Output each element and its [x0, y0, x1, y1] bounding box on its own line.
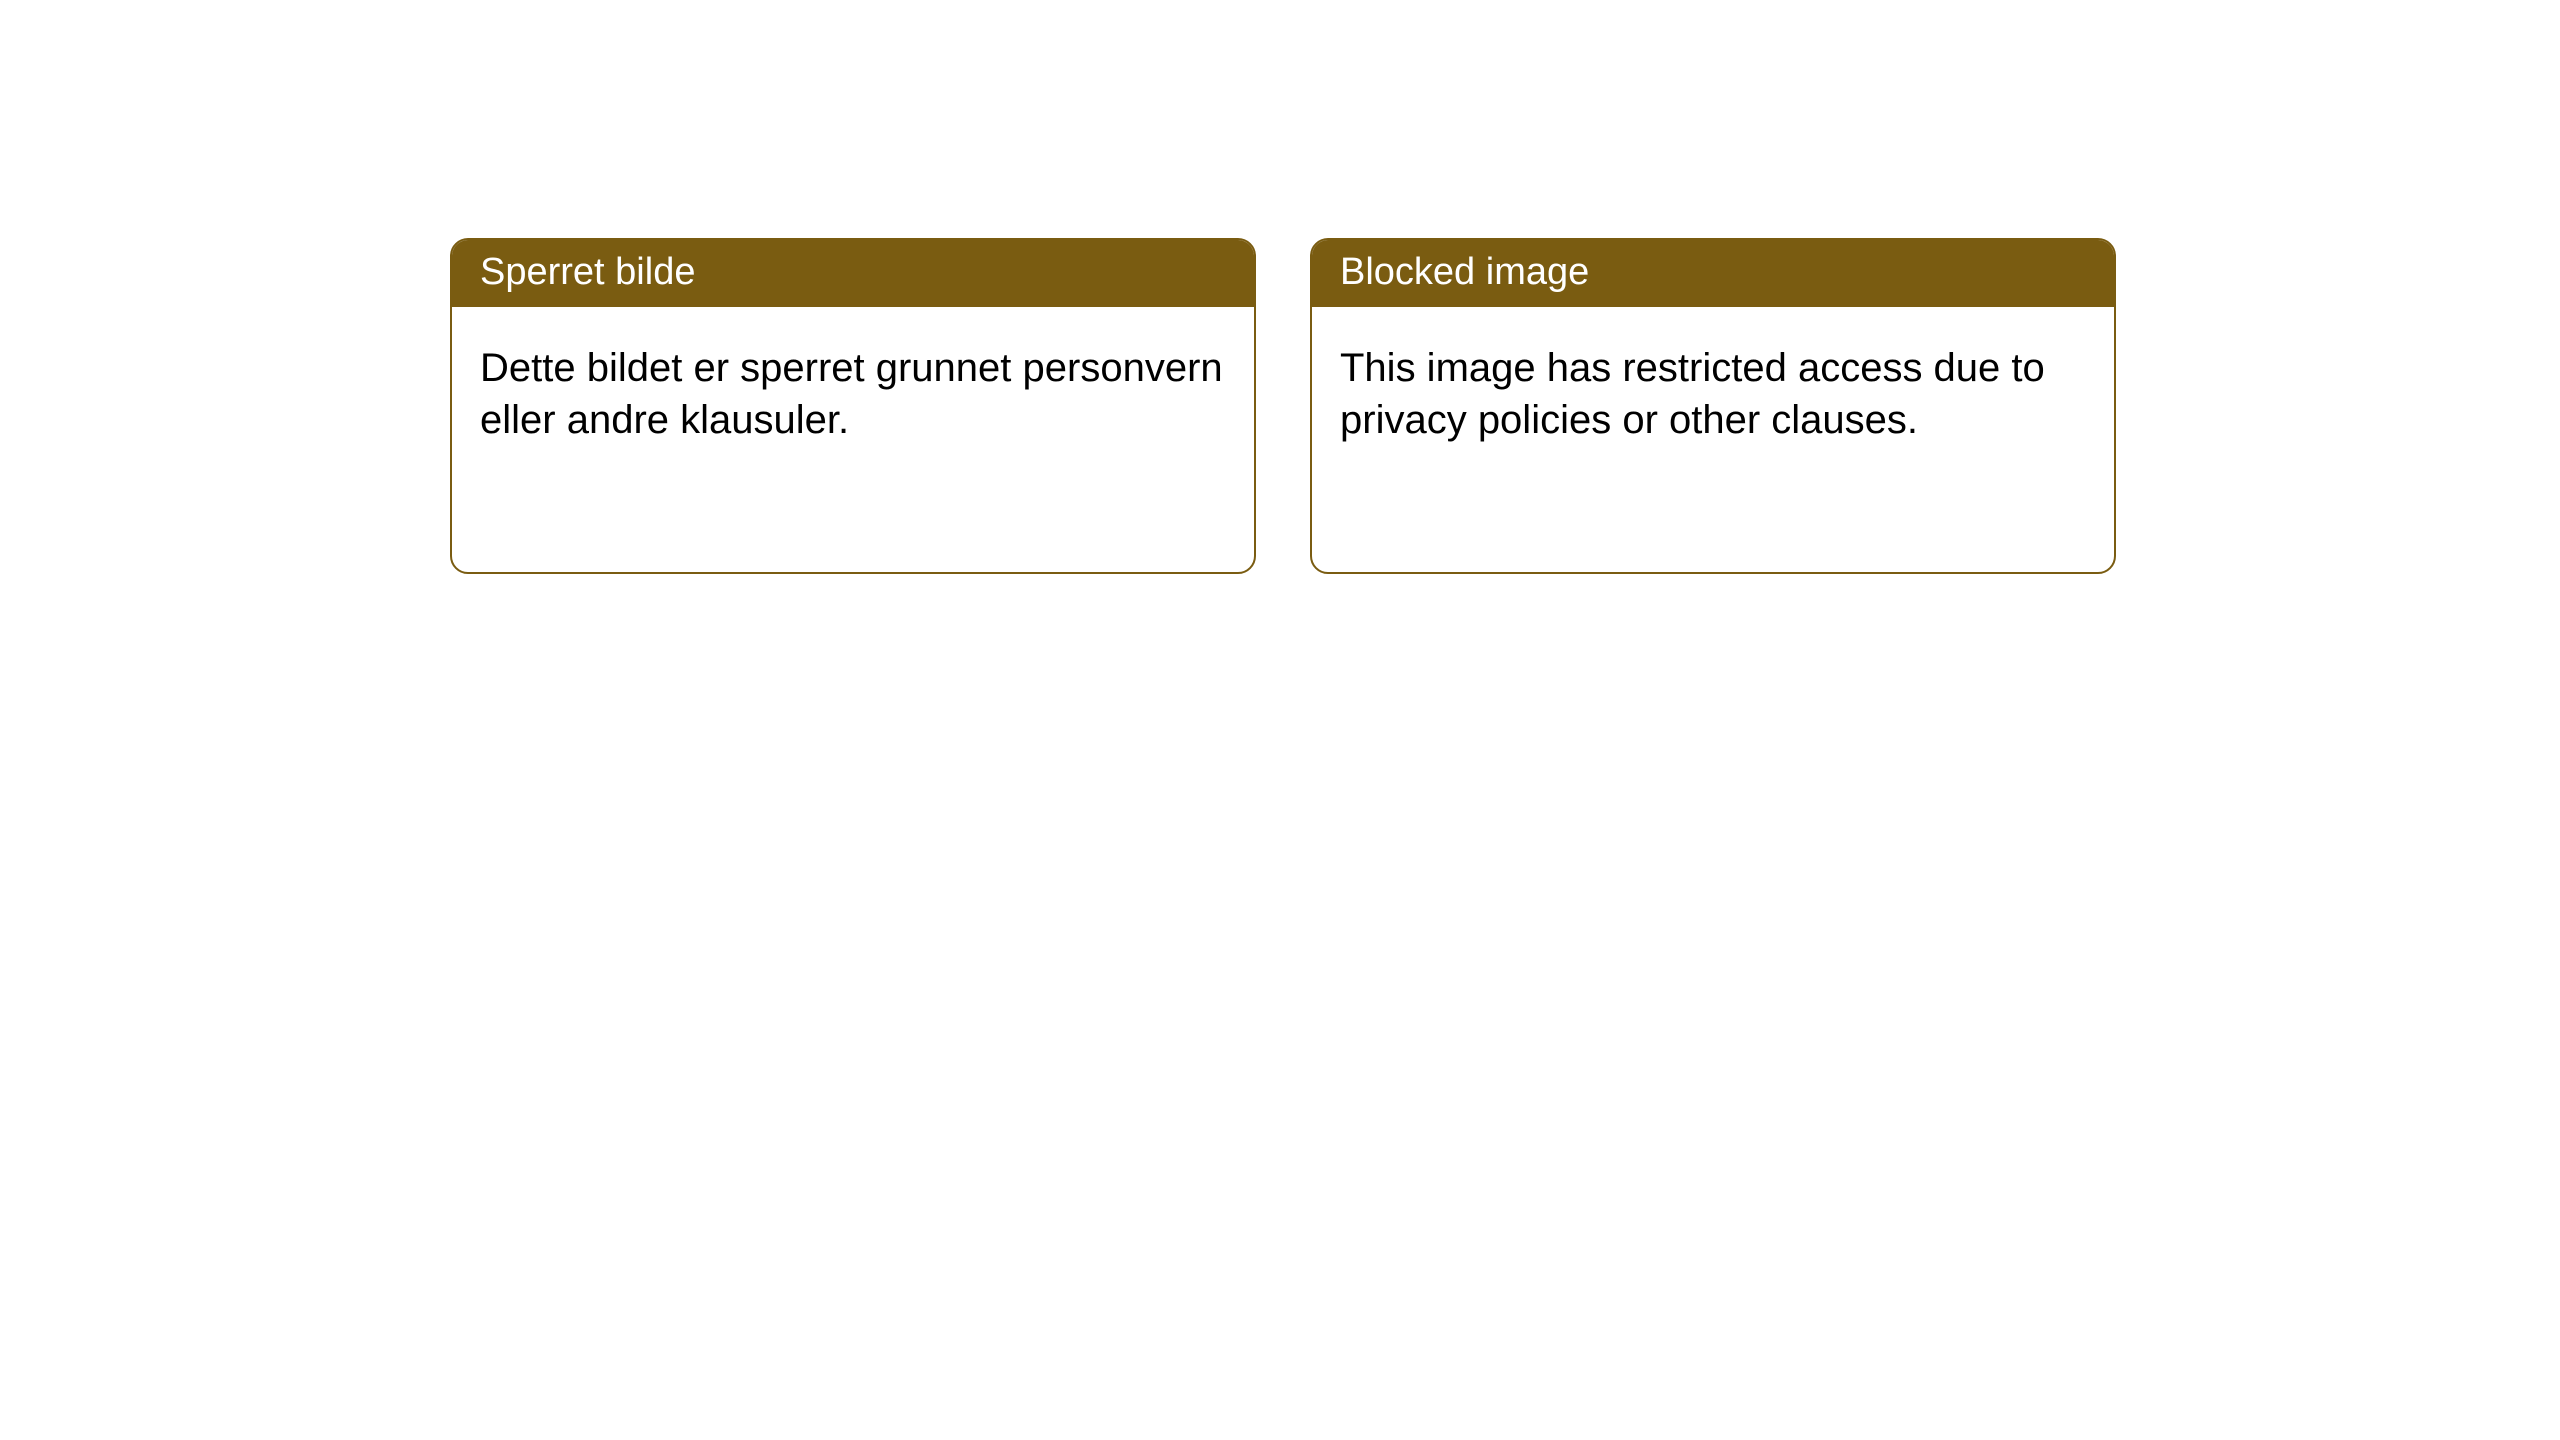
notice-body: This image has restricted access due to …	[1312, 307, 2114, 473]
notice-body: Dette bildet er sperret grunnet personve…	[452, 307, 1254, 473]
notice-title: Sperret bilde	[452, 240, 1254, 307]
notice-card-english: Blocked image This image has restricted …	[1310, 238, 2116, 574]
notice-card-norwegian: Sperret bilde Dette bildet er sperret gr…	[450, 238, 1256, 574]
notice-container: Sperret bilde Dette bildet er sperret gr…	[0, 0, 2560, 574]
notice-title: Blocked image	[1312, 240, 2114, 307]
